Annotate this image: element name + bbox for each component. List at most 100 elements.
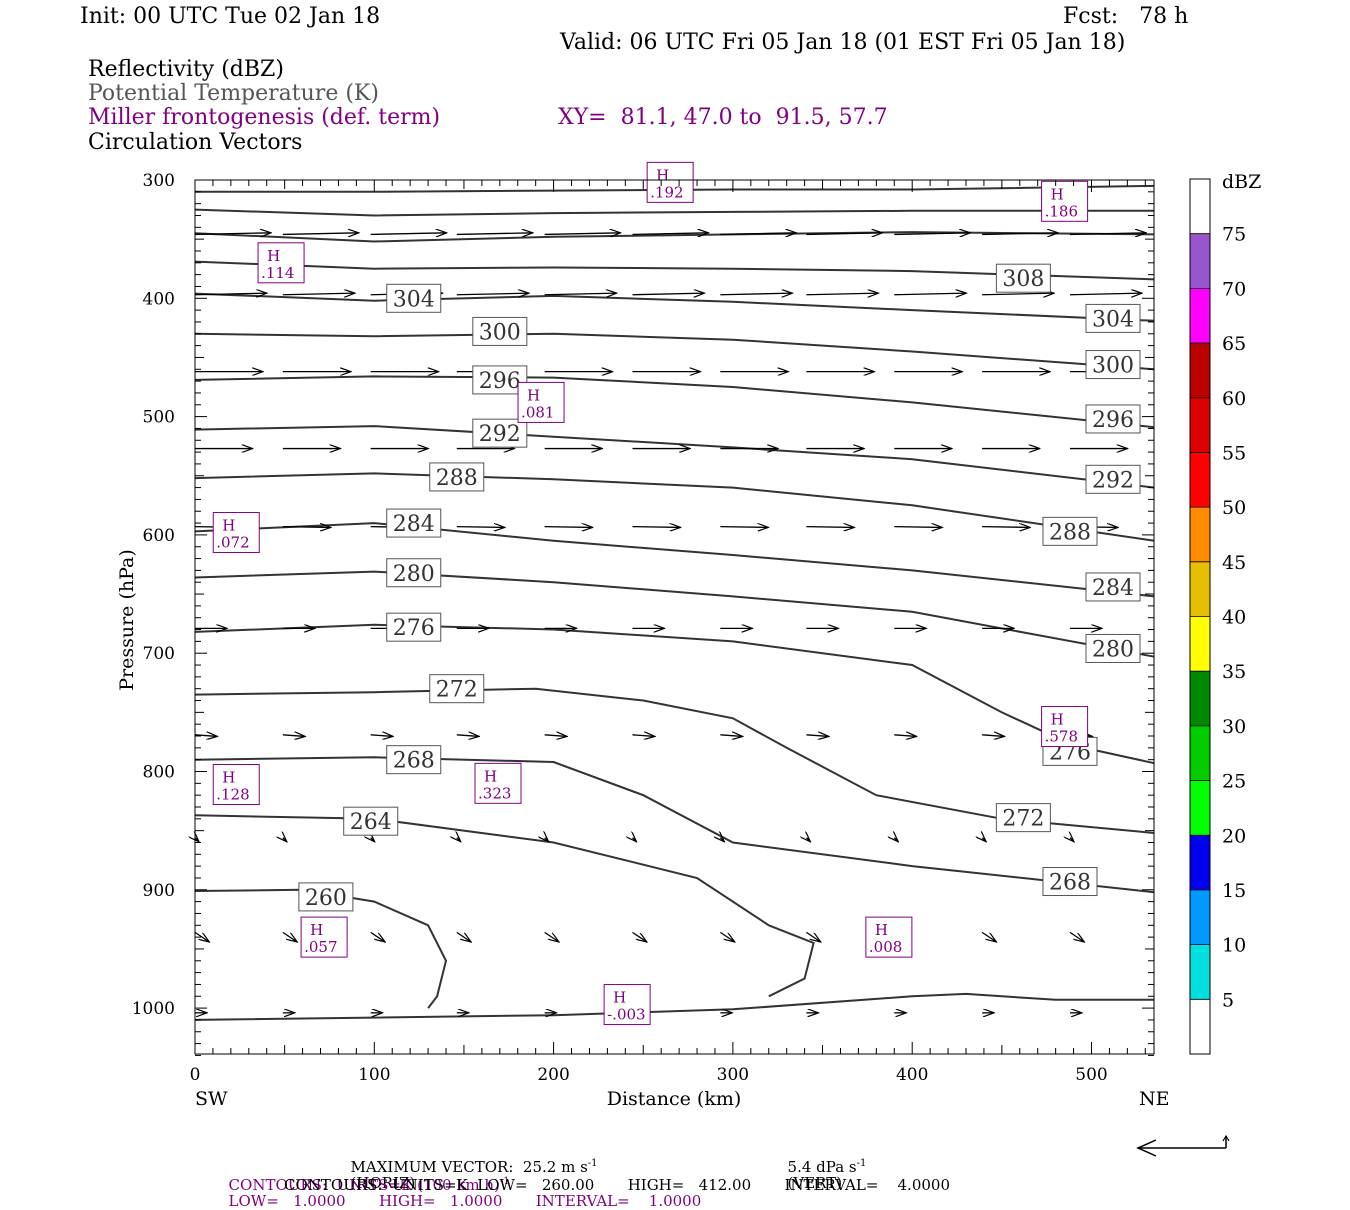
y-tick-label-3: 600 [143,526,175,546]
svg-text:H: H [222,769,235,787]
vector-1-6 [720,293,792,295]
field-theta: Potential Temperature (K) [88,81,379,106]
exp-2: -1 [856,1158,867,1169]
circulation-vectors [195,233,1146,1013]
colorbar-bin-2 [1190,889,1210,945]
vector-1-10 [1069,293,1142,295]
vector-0-1 [282,233,359,235]
max-vector-horiz: MAXIMUM VECTOR: 25.2 m s [350,1158,588,1176]
vector-7-2 [371,838,375,842]
svg-text:H: H [1051,711,1064,729]
vector-6-5 [632,735,654,737]
theta-contour-3 [194,260,1155,281]
theta-contour-1 [194,208,1155,217]
svg-text:.578: .578 [1045,728,1078,746]
theta-contour-info: CONTOURS: UNITS=K LOW= 260.00 HIGH= 412.… [284,1176,950,1194]
vector-7-6 [720,838,724,842]
vector-7-1 [283,838,287,842]
max-vector-vert-line: 5.4 dPa s-1 (VERT) [778,1140,867,1191]
theta-label-14: 280 [1085,633,1141,663]
vector-1-9 [982,293,1054,295]
colorbar-bin-7 [1190,616,1210,672]
svg-text:288: 288 [436,466,478,491]
theta-contour-7 [194,425,1155,489]
colorbar-label-4: 25 [1222,771,1246,793]
fronto-max-5: H.578 [1041,706,1089,748]
x-tick-label-0: 0 [190,1065,201,1085]
vector-0-3 [456,233,533,235]
theta-contour-13 [194,756,1155,894]
fronto-max-4: H.072 [212,512,260,554]
theta-label-11: 284 [386,508,442,538]
frontogenesis-maxima: H.192 H.186H.114H.081H.072H.578H.128H.323… [212,161,1089,1026]
vector-0-0 [194,233,271,235]
svg-text:.186: .186 [1045,202,1078,220]
theta-contour-4 [194,292,1155,322]
svg-text:288: 288 [1049,520,1091,545]
svg-text:276: 276 [393,616,435,641]
colorbar-bin-8 [1190,561,1210,617]
theta-label-5: 296 [472,365,528,395]
vector-1-7 [806,293,878,295]
theta-contour-5 [194,332,1155,371]
exp-3: -1 [499,1176,510,1187]
colorbar-label-1: 10 [1222,935,1246,957]
fronto-max-2: H.114 [257,242,305,284]
vector-0-6 [720,233,796,235]
x-tick-label-3: 300 [717,1065,749,1085]
fronto-max-7: H.323 [474,762,522,804]
theta-contour-labels: 3083043043003002962962922922882882842842… [298,263,1141,912]
svg-text:284: 284 [1092,576,1134,601]
svg-text:.072: .072 [216,534,249,552]
fronto-contour-range: LOW= 1.0000 HIGH= 1.0000 INTERVAL= 1.000… [228,1192,702,1210]
theta-label-12: 284 [1085,572,1141,602]
x-tick-label-4: 400 [896,1065,928,1085]
y-tick-label-5: 800 [143,763,175,783]
theta-label-15: 276 [386,612,442,642]
vector-8-3 [456,931,471,942]
colorbar-label-0: 5 [1222,989,1234,1011]
vector-8-6 [719,931,734,942]
y-tick-label-4: 700 [143,644,175,664]
vector-6-4 [544,735,567,737]
theta-contour-16 [194,992,1155,1021]
fronto-max-0: H.192 [646,161,694,203]
init-time: Init: 00 UTC Tue 02 Jan 18 [80,4,381,29]
vector-8-1 [282,931,297,942]
svg-text:272: 272 [436,678,478,703]
colorbar-label-3: 20 [1222,825,1246,847]
colorbar-bin-1 [1190,944,1210,1000]
vector-7-5 [632,838,636,842]
theta-label-22: 260 [298,882,354,912]
svg-text:H: H [875,921,888,939]
vector-6-8 [894,735,916,737]
vector-7-4 [545,838,549,842]
colorbar-bin-11 [1190,397,1210,453]
vector-7-10 [1070,838,1074,842]
x-axis-label: Distance (km) [607,1088,742,1110]
max-vector-line: MAXIMUM VECTOR: 25.2 m s-1 (HORIZ) [341,1140,598,1191]
theta-contour-9 [194,522,1155,598]
colorbar-label-7: 40 [1222,607,1246,629]
fronto-max-1: H.186 [1041,180,1089,222]
svg-text:272: 272 [1002,807,1044,832]
svg-text:280: 280 [393,562,435,587]
forecast-hour: Fcst: 78 h [1063,4,1189,29]
svg-text:260: 260 [305,886,347,911]
vector-6-2 [370,735,393,737]
vector-8-0 [194,931,209,942]
svg-text:H: H [613,989,626,1007]
colorbar-bin-0 [1190,999,1210,1054]
vector-0-8 [894,233,970,235]
svg-text:304: 304 [393,287,435,312]
colorbar-label-5: 30 [1222,716,1246,738]
vector-1-5 [632,293,704,295]
vector-6-1 [282,735,305,737]
colorbar-bin-15 [1190,179,1210,234]
svg-text:304: 304 [1092,307,1134,332]
vector-0-10 [1069,233,1146,235]
theta-label-1: 304 [386,283,442,313]
vector-4-9 [982,527,1030,528]
vector-1-0 [194,293,267,295]
